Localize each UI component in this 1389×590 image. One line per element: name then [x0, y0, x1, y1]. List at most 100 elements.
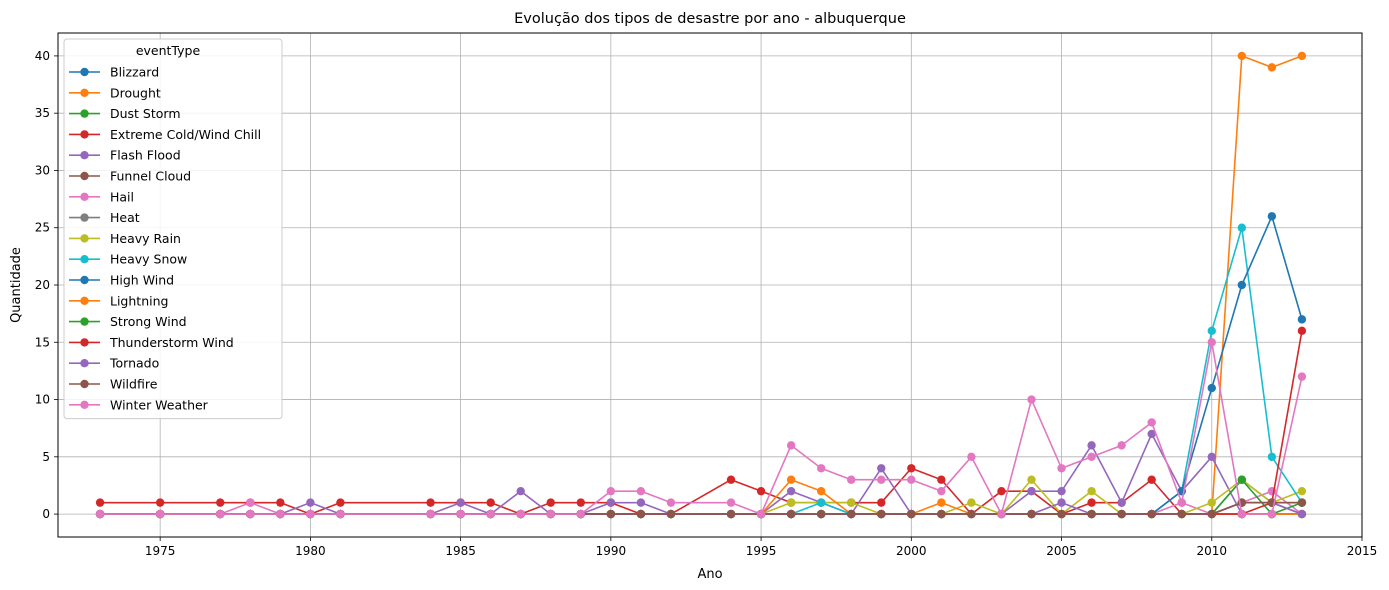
- data-point: [756, 509, 766, 519]
- data-point: [1147, 475, 1156, 484]
- data-point: [1027, 486, 1036, 496]
- data-point: [877, 464, 886, 473]
- y-tick-label: 20: [35, 278, 50, 292]
- data-point: [877, 475, 886, 484]
- legend-entry: Winter Weather: [69, 397, 209, 412]
- data-point: [756, 486, 766, 496]
- legend-swatch-marker: [80, 379, 89, 389]
- legend-entry: High Wind: [69, 273, 174, 288]
- legend-swatch-marker: [80, 67, 89, 77]
- data-point: [786, 509, 796, 519]
- x-tick-label: 1995: [746, 544, 777, 558]
- data-point: [606, 509, 616, 519]
- data-point: [1207, 338, 1216, 347]
- data-point: [95, 498, 105, 507]
- data-point: [1207, 509, 1216, 519]
- data-point: [456, 498, 465, 507]
- data-point: [1087, 509, 1096, 519]
- data-point: [1207, 452, 1216, 462]
- data-point: [816, 509, 826, 519]
- legend-swatch-marker: [80, 192, 89, 201]
- data-point: [426, 509, 435, 519]
- legend-swatch-marker: [80, 88, 89, 98]
- data-point: [1267, 63, 1277, 72]
- data-point: [636, 509, 646, 519]
- data-point: [216, 498, 225, 507]
- data-point: [967, 498, 976, 507]
- data-point: [1267, 509, 1277, 519]
- data-point: [726, 498, 736, 507]
- data-point: [1177, 498, 1186, 507]
- legend-entry: Heavy Snow: [69, 252, 187, 267]
- data-point: [1117, 441, 1126, 450]
- legend-label: Dust Storm: [110, 106, 181, 121]
- data-point: [1297, 326, 1307, 336]
- y-tick-label: 10: [35, 393, 50, 407]
- x-tick-label: 1990: [596, 544, 627, 558]
- legend-swatch-marker: [80, 317, 89, 326]
- data-point: [276, 498, 285, 507]
- data-point: [967, 509, 976, 519]
- data-point: [937, 498, 946, 507]
- legend-swatch-marker: [80, 234, 89, 243]
- data-point: [216, 509, 225, 519]
- data-point: [1297, 509, 1307, 519]
- legend-swatch-marker: [80, 255, 89, 264]
- data-point: [816, 498, 826, 507]
- data-point: [1147, 509, 1156, 519]
- data-point: [1237, 223, 1247, 232]
- data-point: [907, 475, 916, 484]
- data-point: [967, 452, 976, 462]
- data-point: [486, 509, 495, 519]
- legend-entry: Dust Storm: [69, 106, 181, 121]
- y-tick-label: 40: [35, 49, 50, 63]
- legend-swatch-marker: [80, 109, 89, 118]
- legend-entry: Funnel Cloud: [69, 169, 191, 184]
- data-point: [907, 464, 916, 473]
- data-point: [907, 509, 916, 519]
- legend-label: High Wind: [110, 273, 174, 288]
- legend-label: Winter Weather: [110, 397, 209, 412]
- data-point: [1297, 51, 1307, 61]
- data-point: [877, 509, 886, 519]
- legend-entry: Lightning: [69, 293, 168, 308]
- data-point: [306, 498, 315, 507]
- data-point: [786, 498, 796, 507]
- data-point: [1027, 475, 1036, 484]
- data-point: [1117, 498, 1126, 507]
- legend-label: Funnel Cloud: [110, 169, 191, 184]
- data-point: [95, 509, 105, 519]
- data-point: [606, 498, 616, 507]
- data-point: [1087, 441, 1096, 450]
- data-point: [877, 498, 886, 507]
- data-point: [847, 475, 856, 484]
- data-point: [516, 486, 525, 496]
- series-line: [100, 433, 1302, 515]
- data-point: [246, 498, 255, 507]
- data-point: [1237, 51, 1247, 61]
- data-point: [997, 486, 1006, 496]
- data-point: [1057, 498, 1066, 507]
- data-point: [937, 486, 946, 496]
- data-point: [546, 509, 555, 519]
- data-point: [576, 509, 586, 519]
- legend-label: Heavy Snow: [110, 252, 187, 267]
- legend-entry: Heavy Rain: [69, 231, 181, 246]
- data-point: [937, 475, 946, 484]
- data-point: [486, 498, 495, 507]
- axis-ticks: 1975 1980 1985 1990 1995 2000 2005 2010 20150510…: [35, 49, 1378, 558]
- y-tick-label: 30: [35, 163, 50, 177]
- data-point: [666, 509, 676, 519]
- legend-entry: Blizzard: [69, 65, 159, 80]
- data-point: [786, 486, 796, 496]
- legend-title: eventType: [136, 43, 201, 58]
- data-point: [1027, 395, 1036, 404]
- x-tick-label: 1985: [445, 544, 476, 558]
- legend-entry: Hail: [69, 189, 134, 204]
- legend-entry: Extreme Cold/Wind Chill: [69, 127, 261, 142]
- legend-label: Wildfire: [110, 377, 158, 392]
- data-point: [1207, 383, 1216, 393]
- y-tick-label: 5: [42, 450, 50, 464]
- x-tick-label: 2005: [1046, 544, 1077, 558]
- data-point: [1297, 372, 1307, 381]
